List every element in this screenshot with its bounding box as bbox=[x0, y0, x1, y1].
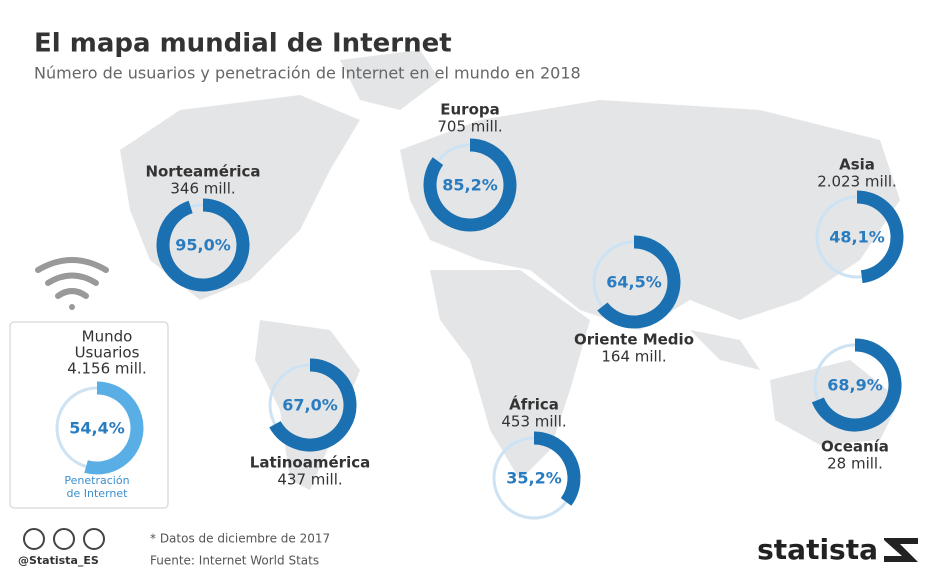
region-users: 705 mill. bbox=[437, 118, 502, 136]
footnote: * Datos de diciembre de 2017 bbox=[150, 532, 330, 546]
donut-value: 48,1% bbox=[829, 228, 885, 247]
donut-value: 35,2% bbox=[506, 469, 562, 488]
donut-value: 67,0% bbox=[282, 396, 338, 415]
region-users: 28 mill. bbox=[827, 455, 883, 473]
license-icons bbox=[23, 528, 105, 550]
world-users: 4.156 mill. bbox=[67, 360, 147, 378]
donut-arc bbox=[156, 198, 250, 292]
donut-arc bbox=[533, 431, 581, 506]
world-caption: Penetración bbox=[64, 474, 129, 487]
region-users: 453 mill. bbox=[501, 413, 566, 431]
world-map bbox=[120, 50, 900, 490]
region-name: Norteamérica bbox=[145, 163, 260, 181]
brand: statista bbox=[757, 533, 878, 566]
wifi-icon bbox=[35, 257, 109, 310]
region-users: 437 mill. bbox=[277, 471, 342, 489]
source: Fuente: Internet World Stats bbox=[150, 554, 319, 568]
region-name: África bbox=[509, 395, 559, 414]
region-name: Oriente Medio bbox=[574, 331, 694, 349]
donut-arc bbox=[597, 235, 681, 329]
region-users: 2.023 mill. bbox=[817, 173, 897, 191]
region-users: 164 mill. bbox=[601, 348, 666, 366]
title: El mapa mundial de Internet bbox=[34, 29, 452, 59]
donut-arc bbox=[811, 338, 902, 432]
region-name: Asia bbox=[839, 156, 875, 174]
world-users-caption: Usuarios bbox=[75, 344, 140, 362]
world-caption: de Internet bbox=[67, 487, 129, 500]
world-name: Mundo bbox=[82, 328, 133, 346]
region-name: Oceanía bbox=[821, 438, 889, 456]
region-users: 346 mill. bbox=[170, 180, 235, 198]
donut-arc bbox=[84, 381, 144, 475]
donut-value: 54,4% bbox=[69, 419, 125, 438]
donut-arc bbox=[423, 138, 517, 232]
donut-arc bbox=[269, 358, 357, 452]
donut-arc bbox=[856, 190, 904, 284]
donut-value: 68,9% bbox=[827, 376, 883, 395]
donut-value: 64,5% bbox=[606, 273, 662, 292]
subtitle: Número de usuarios y penetración de Inte… bbox=[34, 64, 581, 83]
region-name: Europa bbox=[440, 101, 500, 119]
donut-value: 95,0% bbox=[175, 236, 231, 255]
handle: @Statista_ES bbox=[18, 554, 99, 567]
donut-value: 85,2% bbox=[442, 176, 498, 195]
region-name: Latinoamérica bbox=[250, 454, 370, 472]
brand-logo bbox=[884, 538, 918, 562]
